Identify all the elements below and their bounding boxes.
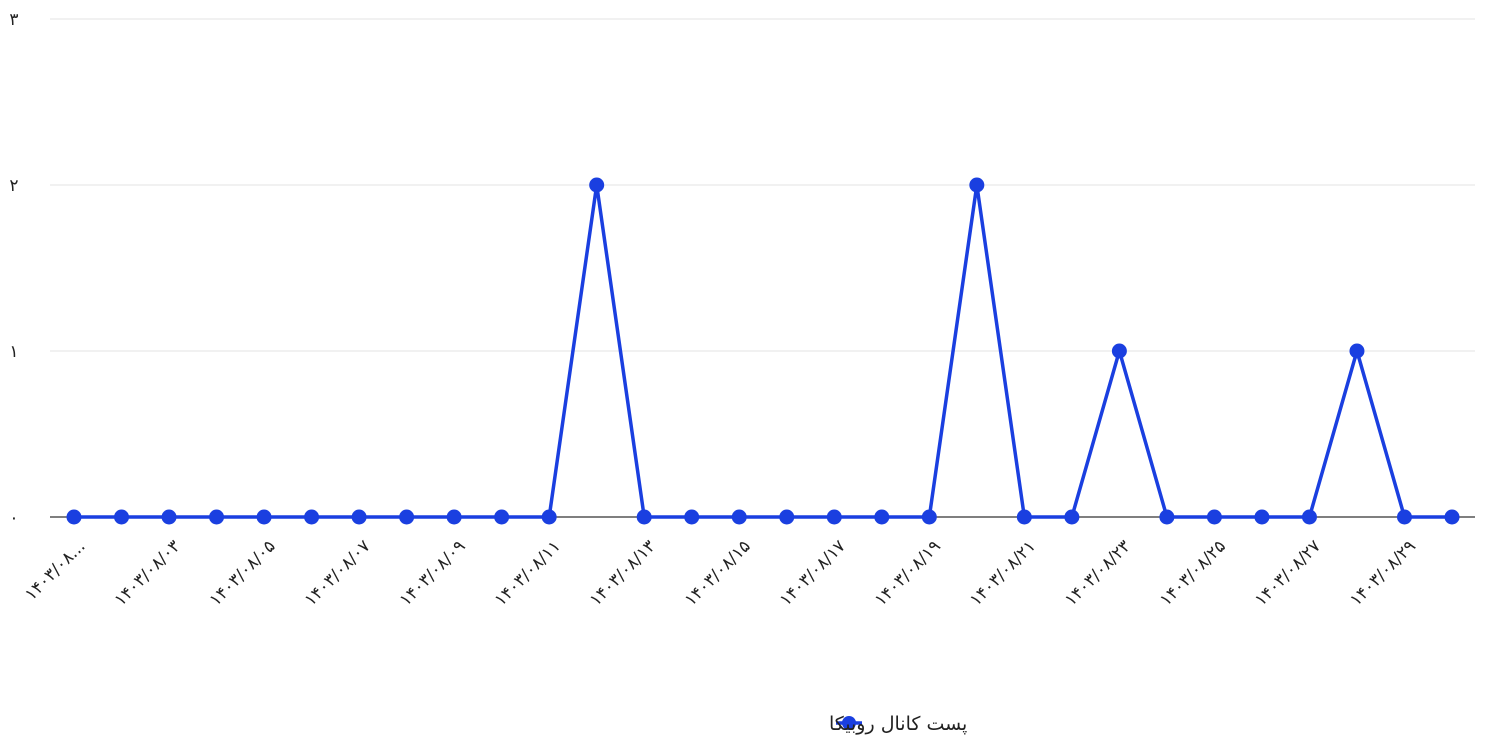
data-point[interactable] <box>114 510 129 525</box>
data-point[interactable] <box>1397 510 1412 525</box>
data-point[interactable] <box>1064 510 1079 525</box>
data-point[interactable] <box>684 510 699 525</box>
x-tick-label: ۱۴۰۳/۰۸/۲۱ <box>966 536 1040 610</box>
legend[interactable]: پست کانال روبیکا <box>829 713 967 735</box>
x-tick-label: ۱۴۰۳/۰۸/۰۳ <box>111 536 185 610</box>
y-tick-label: ۳ <box>9 10 18 30</box>
data-point[interactable] <box>1112 344 1127 359</box>
gridlines <box>50 19 1475 517</box>
x-tick-label: ۱۴۰۳/۰۸/۰۵ <box>206 536 280 610</box>
x-tick-label: ۱۴۰۳/۰۸/۰۷ <box>301 536 375 610</box>
x-tick-label: ۱۴۰۳/۰۸/۱۳ <box>586 536 660 610</box>
data-point[interactable] <box>542 510 557 525</box>
data-point[interactable] <box>1207 510 1222 525</box>
data-point[interactable] <box>779 510 794 525</box>
x-tick-label: ۱۴۰۳/۰۸/۱۹ <box>871 536 945 610</box>
x-tick-label: ۱۴۰۳/۰۸/۱۱ <box>491 536 565 610</box>
data-point[interactable] <box>874 510 889 525</box>
data-point[interactable] <box>1159 510 1174 525</box>
data-point[interactable] <box>447 510 462 525</box>
data-point[interactable] <box>922 510 937 525</box>
data-point[interactable] <box>67 510 82 525</box>
legend-label: پست کانال روبیکا <box>829 713 967 735</box>
data-point[interactable] <box>1349 344 1364 359</box>
data-point[interactable] <box>1445 510 1460 525</box>
x-axis-tick-labels: ۱۴۰۳/۰۸... ۱۴۰۳/۰۸/۰۳ ۱۴۰۳/۰۸/۰۵ ۱۴۰۳/۰۸/۰۷… <box>21 536 1420 610</box>
data-point[interactable] <box>304 510 319 525</box>
x-tick-label: ۱۴۰۳/۰۸/۲۷ <box>1251 536 1325 610</box>
y-axis-tick-labels: ۰ ۱ ۲ ۳ <box>9 10 18 528</box>
y-tick-label: ۰ <box>9 508 18 528</box>
data-point[interactable] <box>1302 510 1317 525</box>
data-point[interactable] <box>1017 510 1032 525</box>
x-tick-label: ۱۴۰۳/۰۸... <box>21 536 89 604</box>
data-point[interactable] <box>1254 510 1269 525</box>
data-point[interactable] <box>637 510 652 525</box>
x-tick-label: ۱۴۰۳/۰۸/۱۷ <box>776 536 850 610</box>
x-tick-label: ۱۴۰۳/۰۸/۰۹ <box>396 536 470 610</box>
data-point[interactable] <box>399 510 414 525</box>
x-tick-label: ۱۴۰۳/۰۸/۲۵ <box>1156 536 1230 610</box>
data-point[interactable] <box>162 510 177 525</box>
data-point[interactable] <box>209 510 224 525</box>
data-point[interactable] <box>969 178 984 193</box>
data-point[interactable] <box>494 510 509 525</box>
x-tick-label: ۱۴۰۳/۰۸/۲۹ <box>1346 536 1420 610</box>
x-tick-label: ۱۴۰۳/۰۸/۱۵ <box>681 536 755 610</box>
x-tick-label: ۱۴۰۳/۰۸/۲۳ <box>1061 536 1135 610</box>
data-point[interactable] <box>589 178 604 193</box>
data-point[interactable] <box>732 510 747 525</box>
data-point[interactable] <box>352 510 367 525</box>
data-point[interactable] <box>827 510 842 525</box>
y-tick-label: ۱ <box>9 342 18 362</box>
y-tick-label: ۲ <box>9 176 18 196</box>
data-point[interactable] <box>257 510 272 525</box>
